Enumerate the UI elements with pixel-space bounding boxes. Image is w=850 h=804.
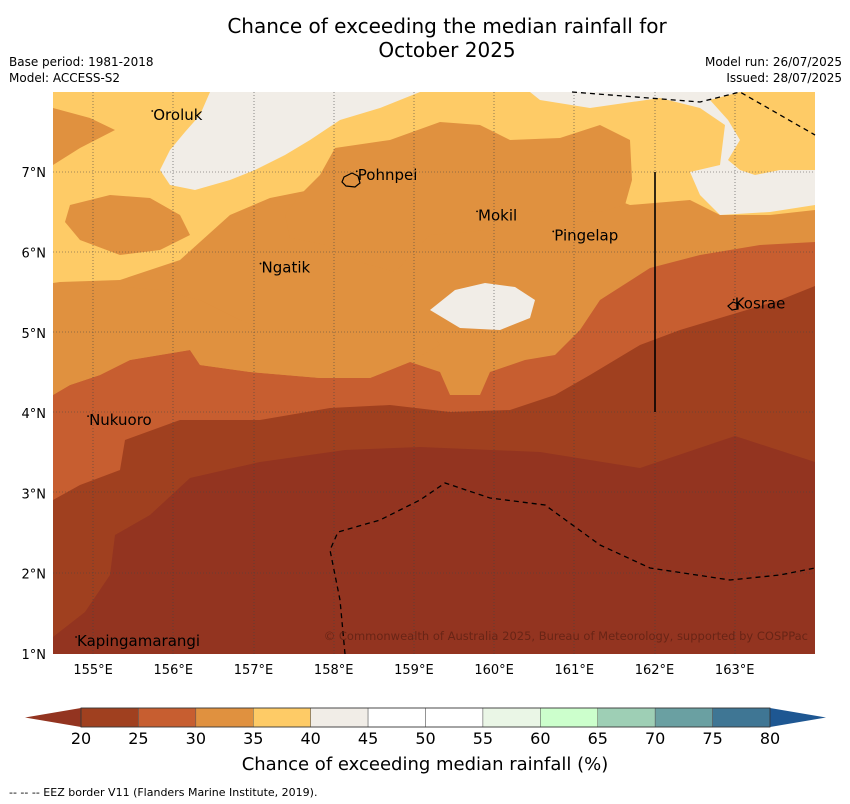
colorbar-over-arrow [770,708,826,727]
colorbar-tick-label: 75 [702,729,723,748]
colorbar-cell [310,707,369,728]
lat-label: 4°N [22,407,47,422]
place-marker [259,262,262,265]
lat-label: 1°N [22,648,47,663]
lon-label: 160°E [474,663,514,678]
model-name: Model: ACCESS-S2 [9,71,121,85]
lon-label: 162°E [635,663,675,678]
place-marker [552,230,555,233]
place-marker [732,298,735,301]
place-marker [151,110,154,112]
latitude-labels: 7°N 6°N 5°N 4°N 3°N 2°N 1°N [22,166,47,663]
lat-label: 5°N [22,327,47,342]
band-40-45-center [430,283,535,330]
lon-label: 163°E [715,663,755,678]
colorbar-tick-label: 60 [530,729,551,748]
place-label: Mokil [478,206,517,224]
footer-note: -- -- -- EEZ border V11 (Flanders Marine… [9,786,318,799]
colorbar-tick-label: 30 [185,729,206,748]
place-marker [355,170,358,173]
colorbar-cell [195,707,254,728]
band-40-45-plume [160,92,420,190]
place-label: Oroluk [153,106,202,124]
colorbar-title: Chance of exceeding median rainfall (%) [241,754,609,775]
place-marker [75,636,77,638]
lat-label: 2°N [22,568,47,583]
colorbar-tick-label: 45 [357,729,379,748]
place-label: Pingelap [554,226,618,244]
place-label: Kapingamarangi [77,632,200,650]
lat-label: 3°N [22,487,47,502]
eez-borders [329,91,816,655]
place-label: Ngatik [262,259,311,277]
colorbar-tick-label: 50 [415,729,436,748]
meta-right: Model run: 26/07/2025 Issued: 28/07/2025 [705,54,842,86]
title-line-1: Chance of exceeding the median rainfall … [227,14,667,38]
blob-30-35-left [53,283,440,395]
colorbar [25,707,826,728]
colorbar-tick-label: 55 [472,729,494,748]
colorbar-tick-label: 35 [243,729,264,748]
colorbar-tick-label: 40 [300,729,321,748]
colorbar-cell [712,707,771,728]
colorbar-cell [482,707,541,728]
lon-label: 158°E [314,663,354,678]
colorbar-cell [597,707,656,728]
colorbar-cell [425,707,484,728]
place-marker [87,415,89,418]
lon-label: 159°E [394,663,434,678]
kosrae-island [727,301,739,311]
place-label: Kosrae [735,295,786,313]
place-labels: Oroluk Pohnpei Mokil Pingelap Ngatik Kosrae Nu… [75,106,785,650]
pohnpei-island [341,172,361,188]
colorbar-cell [253,707,311,728]
meta-left: Base period: 1981-2018 Model: ACCESS-S2 [9,54,154,86]
blob-30-35-nw [53,108,115,165]
colorbar-frame [80,707,771,728]
eez-border-south [329,482,816,655]
lat-lon-grid [53,92,815,654]
colorbar-cell [80,707,139,728]
colorbar-tick-label: 25 [128,729,149,748]
longitude-labels: 155°E 156°E 157°E 158°E 159°E 160°E 161°E 162°E… [73,663,754,678]
base-period: Base period: 1981-2018 [9,55,154,69]
colorbar-tick-label: 70 [644,729,666,748]
lat-label: 7°N [22,166,47,181]
lat-label: 6°N [22,247,47,262]
colorbar-cell [138,707,197,728]
copyright-text: © Commonwealth of Australia 2025, Bureau… [324,629,808,643]
colorbar-tick-label: 65 [587,729,608,748]
colorbar-cells [80,707,771,728]
colorbar-tick-label: 80 [759,729,781,748]
colorbar-cell [367,707,426,728]
place-label: Nukuoro [89,411,152,429]
place-label: Pohnpei [358,166,418,184]
colorbar-under-arrow [25,708,81,727]
lon-label: 161°E [555,663,595,678]
map-title: Chance of exceeding the median rainfall … [0,14,850,62]
colorbar-cell [654,707,713,728]
eez-border-north [571,91,816,136]
colorbar-cell [540,707,598,728]
lon-label: 155°E [73,663,113,678]
lon-label: 157°E [234,663,274,678]
model-run: Model run: 26/07/2025 [704,55,842,69]
place-marker [476,210,478,213]
issued-date: Issued: 28/07/2025 [726,71,842,85]
colorbar-tick-label: 20 [70,729,92,748]
band-40-45-north [168,92,815,215]
title-line-2: October 2025 [378,38,516,62]
lon-label: 156°E [154,663,194,678]
blob-30-35-west [65,195,190,255]
blob-30-35-north [285,122,632,272]
